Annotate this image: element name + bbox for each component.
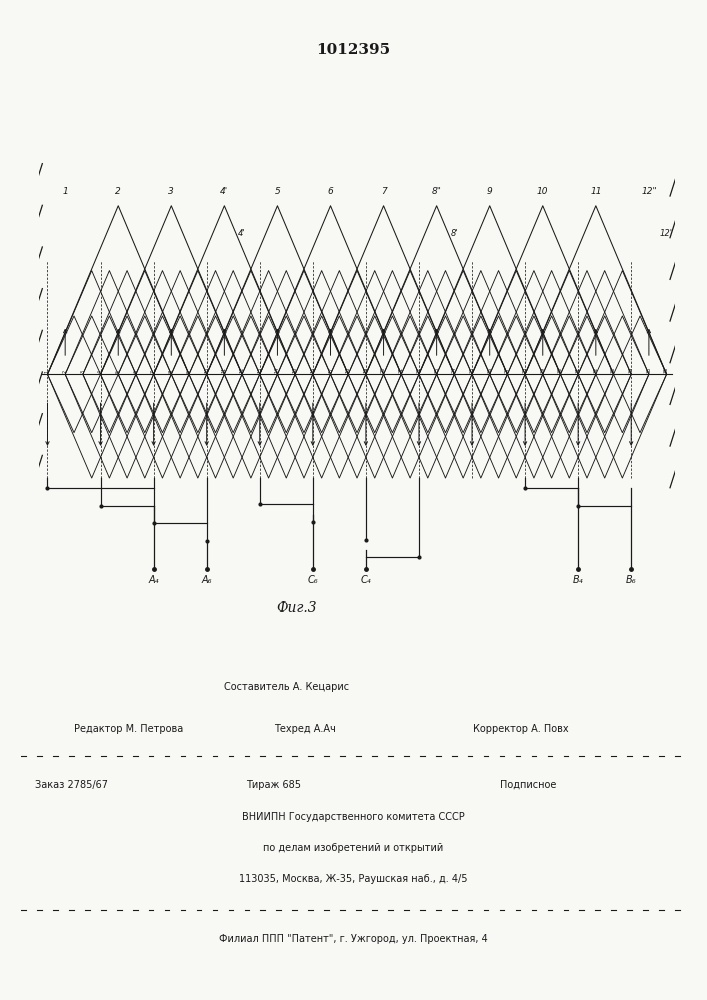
- Text: Заказ 2785/67: Заказ 2785/67: [35, 780, 107, 790]
- Text: 12': 12': [660, 229, 673, 238]
- Text: 22: 22: [416, 366, 421, 373]
- Text: 6: 6: [134, 370, 139, 373]
- Text: ВНИИПН Государственного комитета СССР: ВНИИПН Государственного комитета СССР: [242, 812, 465, 822]
- Text: 11: 11: [222, 366, 227, 373]
- Text: Филиал ППП "Патент", г. Ужгород, ул. Проектная, 4: Филиал ППП "Патент", г. Ужгород, ул. Про…: [219, 934, 488, 944]
- Text: 12: 12: [240, 366, 245, 373]
- Text: Техред А.Ач: Техред А.Ач: [274, 724, 336, 734]
- Text: 4: 4: [98, 370, 103, 373]
- Text: 14: 14: [275, 366, 280, 373]
- Text: Фиг.3: Фиг.3: [276, 600, 317, 614]
- Text: 32: 32: [593, 366, 598, 373]
- Text: A₆: A₆: [201, 575, 212, 585]
- Text: Редактор М. Петрова: Редактор М. Петрова: [74, 724, 184, 734]
- Text: 3: 3: [81, 370, 86, 373]
- Text: 8: 8: [169, 370, 174, 373]
- Text: 2: 2: [63, 370, 68, 373]
- Text: 6: 6: [327, 187, 334, 196]
- Text: 10: 10: [537, 187, 549, 196]
- Text: 28: 28: [522, 366, 527, 373]
- Text: 8": 8": [432, 187, 442, 196]
- Text: 31: 31: [575, 366, 580, 373]
- Text: 20: 20: [381, 366, 386, 373]
- Text: 1: 1: [45, 370, 50, 373]
- Text: 12": 12": [641, 187, 657, 196]
- Text: 27: 27: [505, 366, 510, 373]
- Text: 25: 25: [469, 366, 474, 373]
- Text: 35: 35: [646, 366, 651, 373]
- Text: Составитель А. Кецарис: Составитель А. Кецарис: [225, 682, 349, 692]
- Text: 10: 10: [204, 366, 209, 373]
- Text: 1: 1: [62, 187, 68, 196]
- Text: 5: 5: [116, 370, 121, 373]
- Text: 36: 36: [664, 366, 669, 373]
- Text: 29: 29: [540, 367, 545, 373]
- Text: 5: 5: [274, 187, 280, 196]
- Text: 19: 19: [363, 367, 368, 373]
- Text: 4': 4': [221, 187, 228, 196]
- Text: 17: 17: [328, 366, 333, 373]
- Text: 11: 11: [590, 187, 602, 196]
- Text: 33: 33: [611, 366, 616, 373]
- Text: 4': 4': [238, 229, 246, 238]
- Text: 26: 26: [487, 366, 492, 373]
- Text: по делам изобретений и открытий: по делам изобретений и открытий: [264, 843, 443, 853]
- Text: 113035, Москва, Ж-35, Раушская наб., д. 4/5: 113035, Москва, Ж-35, Раушская наб., д. …: [239, 874, 468, 884]
- Text: Тираж 685: Тираж 685: [246, 780, 301, 790]
- Text: 30: 30: [558, 366, 563, 373]
- Text: A₄: A₄: [148, 575, 159, 585]
- Text: 8': 8': [450, 229, 458, 238]
- Text: 1012395: 1012395: [317, 43, 390, 57]
- Text: 7: 7: [380, 187, 387, 196]
- Text: 24: 24: [452, 366, 457, 373]
- Text: B₆: B₆: [626, 575, 636, 585]
- Text: C₆: C₆: [308, 575, 318, 585]
- Text: 9: 9: [487, 187, 493, 196]
- Text: C₄: C₄: [361, 575, 371, 585]
- Text: 9: 9: [187, 370, 192, 373]
- Text: 18: 18: [346, 366, 351, 373]
- Text: 23: 23: [434, 366, 439, 373]
- Text: Подписное: Подписное: [500, 780, 556, 790]
- Text: 13: 13: [257, 366, 262, 373]
- Text: 15: 15: [293, 366, 298, 373]
- Text: B₄: B₄: [573, 575, 583, 585]
- Text: Корректор А. Повх: Корректор А. Повх: [473, 724, 568, 734]
- Text: 7: 7: [151, 370, 156, 373]
- Text: 3: 3: [168, 187, 174, 196]
- Text: 2: 2: [115, 187, 121, 196]
- Text: 16: 16: [310, 366, 315, 373]
- Text: 21: 21: [399, 366, 404, 373]
- Text: 34: 34: [629, 366, 633, 373]
